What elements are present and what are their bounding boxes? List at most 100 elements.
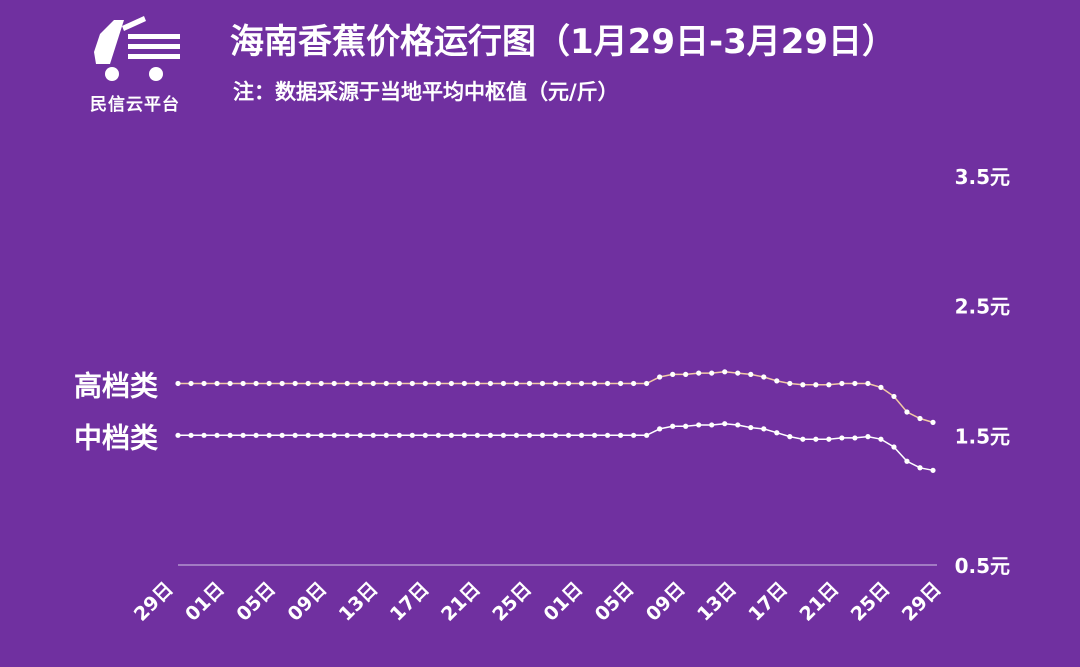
x-tick-label: 13日 [693, 578, 741, 626]
data-point [709, 370, 715, 376]
data-point [266, 380, 272, 387]
x-tick-label: 29日 [898, 578, 946, 626]
data-point [214, 432, 220, 438]
data-point [917, 465, 923, 471]
data-point [565, 380, 572, 387]
x-tick-label: 25日 [847, 578, 895, 626]
data-point [448, 432, 454, 438]
logo-text: 民信云平台 [90, 95, 180, 115]
data-point [800, 382, 806, 388]
data-point [201, 380, 207, 387]
data-point [709, 422, 715, 428]
y-tick-label: 0.5元 [955, 554, 1010, 578]
data-point [539, 380, 546, 387]
data-point [422, 380, 428, 387]
data-point [852, 380, 858, 387]
data-point [292, 432, 298, 438]
data-point [552, 432, 559, 438]
x-tick-label: 29日 [130, 578, 178, 626]
data-point [526, 380, 533, 387]
data-point [878, 436, 884, 442]
data-point [552, 380, 559, 387]
data-point [279, 380, 285, 387]
data-point [188, 432, 194, 438]
data-point [722, 421, 728, 427]
data-point [344, 432, 350, 438]
data-point [240, 432, 246, 438]
data-point [513, 432, 520, 438]
data-point [917, 415, 923, 422]
data-point [513, 380, 520, 387]
data-point [657, 374, 663, 380]
x-tick-label: 17日 [386, 578, 434, 626]
data-point [409, 380, 415, 387]
data-point [487, 380, 494, 387]
data-point [722, 369, 728, 375]
data-point [683, 423, 689, 429]
data-point [331, 380, 337, 387]
data-point [865, 434, 871, 440]
data-point [292, 380, 298, 387]
data-point [813, 382, 819, 388]
x-tick-label: 09日 [642, 578, 690, 626]
data-point [865, 380, 871, 387]
data-point [370, 380, 376, 387]
x-tick-label: 17日 [744, 578, 792, 626]
data-point [175, 432, 181, 438]
data-point [904, 409, 910, 415]
data-point [735, 370, 741, 376]
data-point [266, 432, 272, 438]
data-point [318, 432, 324, 438]
data-point [787, 434, 793, 440]
series-label: 中档类 [74, 421, 158, 454]
data-point [396, 380, 402, 387]
data-point [305, 380, 311, 387]
data-point [696, 422, 702, 428]
data-point [214, 380, 220, 387]
data-point [487, 432, 494, 438]
data-point [787, 380, 793, 387]
data-point [305, 432, 311, 438]
data-point [631, 380, 637, 387]
data-point [670, 371, 676, 377]
data-point [644, 380, 650, 387]
data-point [318, 380, 324, 387]
data-point [826, 382, 832, 388]
data-point [422, 432, 428, 438]
x-tick-label: 01日 [540, 578, 588, 626]
data-point [578, 380, 585, 387]
data-point [227, 432, 233, 438]
data-point [500, 432, 507, 438]
data-point [591, 380, 598, 387]
data-point [617, 432, 624, 438]
data-point [461, 380, 467, 387]
data-point [604, 380, 611, 387]
x-tick-label: 21日 [437, 578, 485, 626]
data-point [279, 432, 285, 438]
x-tick-label: 05日 [591, 578, 639, 626]
data-point [435, 432, 441, 438]
x-tick-label: 05日 [232, 578, 280, 626]
y-tick-label: 3.5元 [955, 165, 1010, 189]
data-point [839, 435, 845, 441]
data-point [331, 432, 337, 438]
data-point [435, 380, 441, 387]
data-point [604, 432, 611, 438]
series-label: 高档类 [74, 369, 158, 402]
data-point [891, 444, 897, 450]
series-line [178, 371, 934, 424]
data-point [670, 423, 676, 429]
data-point [696, 370, 702, 376]
data-point [448, 380, 454, 387]
data-point [644, 432, 650, 438]
data-point [891, 393, 897, 400]
data-point [383, 432, 389, 438]
data-point [617, 380, 624, 387]
data-point [188, 380, 194, 387]
data-point [357, 380, 363, 387]
data-point [839, 380, 845, 387]
data-point [565, 432, 572, 438]
y-tick-label: 1.5元 [955, 424, 1010, 448]
data-point [657, 426, 663, 432]
